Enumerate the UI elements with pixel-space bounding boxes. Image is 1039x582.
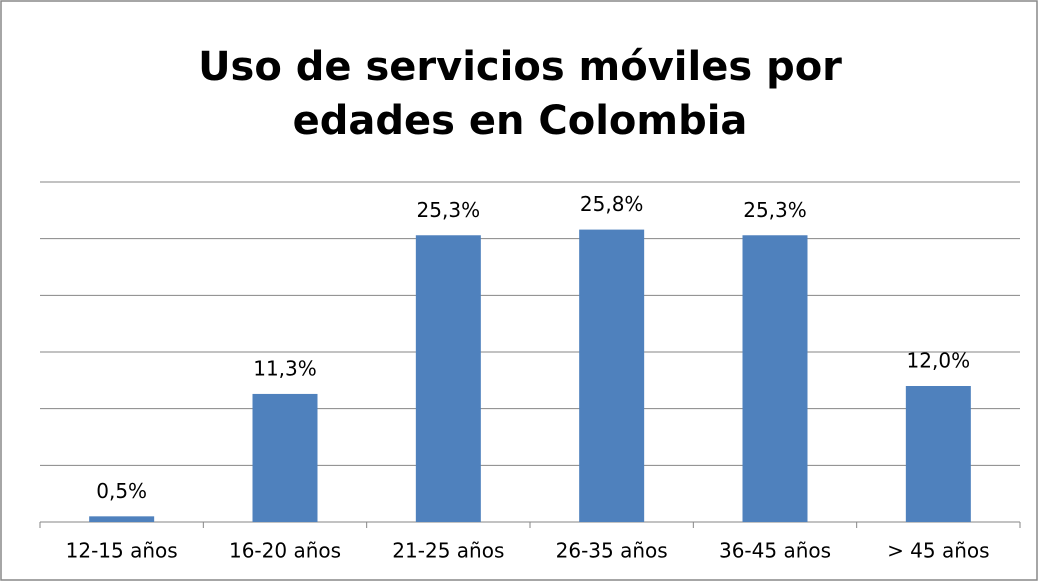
data-label: 25,3% xyxy=(417,198,481,222)
x-tick-label: 12-15 años xyxy=(66,539,178,563)
data-label: 11,3% xyxy=(253,356,317,380)
bar xyxy=(579,229,645,522)
x-tick-label: 36-45 años xyxy=(719,539,831,563)
data-label: 0,5% xyxy=(96,479,147,503)
bar xyxy=(252,393,318,522)
bar xyxy=(742,235,808,522)
x-tick-label: 26-35 años xyxy=(556,539,668,563)
x-tick-label: 16-20 años xyxy=(229,539,341,563)
x-tick-label: 21-25 años xyxy=(392,539,504,563)
bar xyxy=(89,516,155,522)
bar xyxy=(415,235,481,522)
data-label: 12,0% xyxy=(907,349,971,373)
chart-title: Uso de servicios móviles por edades en C… xyxy=(198,44,842,144)
data-label: 25,8% xyxy=(580,192,644,216)
data-label: 25,3% xyxy=(743,198,807,222)
bar xyxy=(905,386,971,522)
x-tick-label: > 45 años xyxy=(887,539,990,563)
